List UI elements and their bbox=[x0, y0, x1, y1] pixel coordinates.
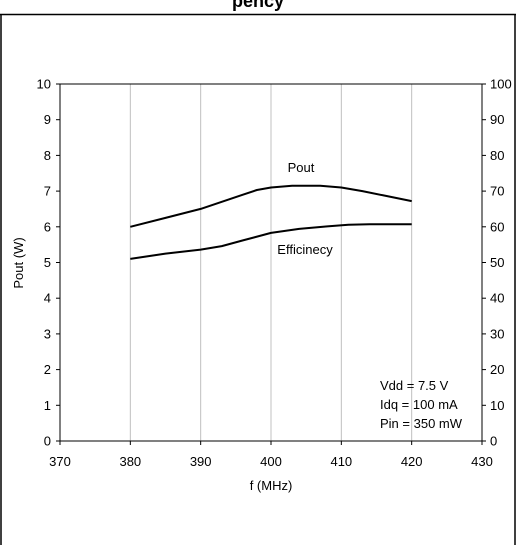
left-tick-label: 9 bbox=[44, 112, 51, 127]
left-tick-label: 2 bbox=[44, 362, 51, 377]
right-tick-label: 40 bbox=[490, 291, 504, 306]
x-axis-ticks: 370 380 390 400 410 420 430 bbox=[49, 441, 493, 469]
left-tick-label: 5 bbox=[44, 255, 51, 270]
left-tick-label: 10 bbox=[37, 77, 51, 92]
x-tick-label: 420 bbox=[401, 454, 423, 469]
x-tick-label: 370 bbox=[49, 454, 71, 469]
series-label-efficiency: Efficinecy bbox=[277, 242, 333, 257]
x-tick-label: 380 bbox=[119, 454, 141, 469]
x-tick-label: 390 bbox=[190, 454, 212, 469]
x-tick-label: 400 bbox=[260, 454, 282, 469]
annotation-pin: Pin = 350 mW bbox=[380, 416, 463, 431]
annotation-vdd: Vdd = 7.5 V bbox=[380, 378, 449, 393]
right-axis-ticks: 0 10 20 30 40 50 60 70 80 90 100 bbox=[482, 77, 512, 449]
left-tick-label: 7 bbox=[44, 184, 51, 199]
x-tick-label: 410 bbox=[330, 454, 352, 469]
right-tick-label: 100 bbox=[490, 77, 512, 92]
annotation-idq: Idq = 100 mA bbox=[380, 397, 458, 412]
right-tick-label: 30 bbox=[490, 326, 504, 341]
right-tick-label: 0 bbox=[490, 434, 497, 449]
left-tick-label: 4 bbox=[44, 291, 51, 306]
right-tick-label: 60 bbox=[490, 219, 504, 234]
chart-title-partial: pency bbox=[0, 0, 516, 12]
right-tick-label: 70 bbox=[490, 184, 504, 199]
left-tick-label: 6 bbox=[44, 219, 51, 234]
right-tick-label: 90 bbox=[490, 112, 504, 127]
left-tick-label: 3 bbox=[44, 326, 51, 341]
left-tick-label: 1 bbox=[44, 398, 51, 413]
y-axis-label: Pout (W) bbox=[11, 237, 26, 288]
left-tick-label: 8 bbox=[44, 148, 51, 163]
x-tick-label: 430 bbox=[471, 454, 493, 469]
right-tick-label: 20 bbox=[490, 362, 504, 377]
grid-layer bbox=[130, 84, 411, 441]
right-tick-label: 80 bbox=[490, 148, 504, 163]
x-axis-label: f (MHz) bbox=[250, 478, 293, 493]
left-axis-ticks: 0 1 2 3 4 5 6 7 8 9 10 bbox=[37, 77, 60, 449]
right-tick-label: 10 bbox=[490, 398, 504, 413]
left-tick-label: 0 bbox=[44, 434, 51, 449]
right-tick-label: 50 bbox=[490, 255, 504, 270]
series-label-pout: Pout bbox=[288, 160, 315, 175]
